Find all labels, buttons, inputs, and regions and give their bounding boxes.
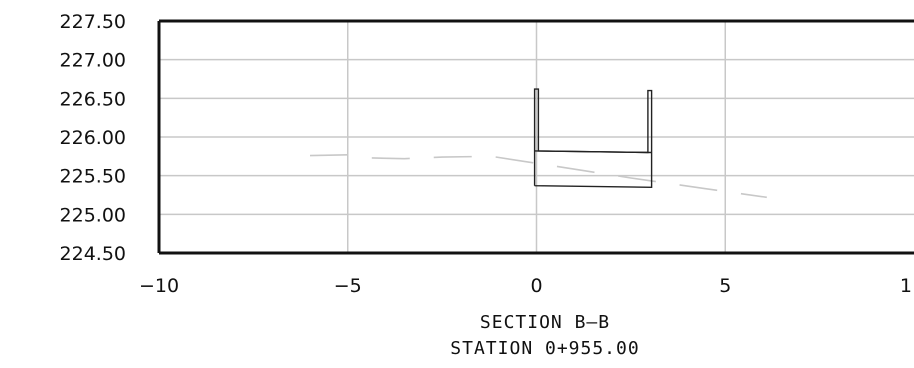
x-tick-label: −10 — [139, 275, 179, 297]
y-tick-labels: 224.50 225.00 225.50 226.00 226.50 227.00 227.… — [60, 11, 126, 265]
x-tick-label: 0 — [530, 275, 542, 297]
existing-ground-line — [309, 153, 767, 199]
y-tick-label: 227.00 — [60, 50, 126, 72]
x-tick-label: 5 — [719, 275, 731, 297]
section-title: SECTION B–B — [480, 312, 610, 333]
structure-top-slab-line — [534, 150, 652, 154]
x-tick-label: −5 — [334, 275, 362, 297]
station-label: STATION 0+955.00 — [450, 338, 639, 359]
plot-frame — [157, 19, 914, 255]
y-tick-label: 226.50 — [60, 88, 126, 110]
x-tick-label: 1 — [900, 275, 912, 297]
x-tick-labels: −10 −5 0 5 1 — [139, 275, 912, 297]
y-tick-label: 225.50 — [60, 166, 126, 188]
y-tick-label: 224.50 — [60, 243, 126, 265]
y-tick-label: 226.00 — [60, 127, 126, 149]
grid-lines — [159, 21, 914, 253]
plot-series — [309, 88, 767, 199]
y-tick-label: 225.00 — [60, 204, 126, 226]
y-tick-label: 227.50 — [60, 11, 126, 33]
